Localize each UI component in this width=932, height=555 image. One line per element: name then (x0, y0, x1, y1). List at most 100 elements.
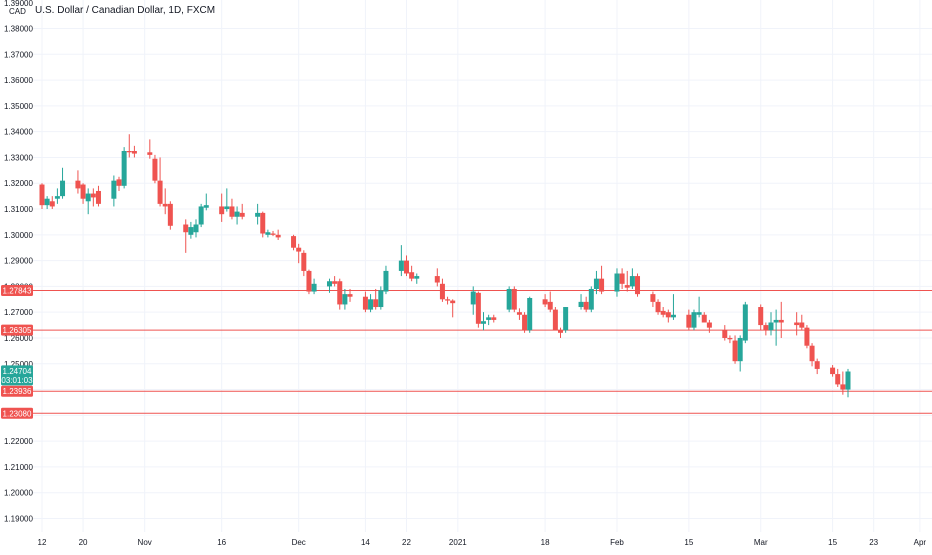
candles (39, 134, 851, 398)
y-tick-label: 1.26000 (4, 334, 33, 343)
candle (301, 250, 307, 277)
candle (599, 265, 605, 295)
level-price-label-bg (1, 284, 33, 296)
candle (511, 286, 517, 313)
candle-body (840, 384, 846, 390)
candle (732, 335, 738, 364)
x-tick-label: Mar (754, 538, 768, 547)
candle (147, 139, 153, 159)
candle (403, 255, 409, 277)
candle-body (593, 278, 599, 289)
candle-body (44, 198, 50, 206)
x-tick-label: 16 (217, 538, 226, 547)
candle (794, 312, 800, 336)
candle-body (475, 292, 481, 324)
candle-body (332, 281, 338, 284)
candle-body (362, 296, 368, 310)
candle (650, 291, 656, 308)
candle (593, 270, 599, 295)
candle (578, 294, 584, 310)
price-axis[interactable]: 1.38000 1.37000 1.36000 1.35000 1.34000 1.330… (4, 25, 33, 524)
candle-body (270, 233, 276, 235)
candle (152, 154, 158, 184)
candle (121, 147, 127, 189)
candle (409, 265, 415, 282)
candle-body (470, 291, 476, 305)
last-price-label-bg (1, 365, 33, 386)
level-price-label-text: 1.26305 (3, 326, 32, 335)
candle-body (445, 299, 451, 301)
candle (306, 269, 312, 295)
candle-body (188, 227, 194, 235)
candle-body (486, 317, 492, 320)
y-tick-label: 1.25000 (4, 360, 33, 369)
candle (563, 307, 569, 333)
candle (39, 183, 45, 210)
candle-body (75, 180, 81, 189)
candle (383, 265, 389, 295)
candle-body (542, 299, 548, 305)
candle (742, 301, 748, 344)
candle-body (291, 236, 297, 248)
candle (296, 243, 302, 264)
level-price-label-text: 1.23936 (3, 387, 32, 396)
candle-body (368, 299, 374, 310)
candle (311, 278, 317, 295)
candle-body (635, 276, 641, 295)
y-tick-label: 1.34000 (4, 128, 33, 137)
candle-body (845, 371, 851, 390)
time-axis[interactable]: 12 20 Nov 16 Dec 14 22 2021 18 Feb 15 Mar 15 23 Apr (38, 538, 927, 547)
candle-body (403, 260, 409, 274)
candle-body (773, 319, 779, 323)
candle (75, 170, 81, 194)
x-tick-label: 20 (79, 538, 88, 547)
candle-body (203, 205, 209, 208)
candle-body (383, 270, 389, 292)
candle (552, 307, 558, 331)
y-tick-label: 1.20000 (4, 489, 33, 498)
candle (80, 183, 86, 204)
candle-body (614, 273, 620, 292)
candle (763, 322, 769, 336)
candle-body (742, 304, 748, 341)
x-tick-label: Dec (292, 538, 306, 547)
candle (450, 299, 456, 318)
candle-body (255, 212, 261, 217)
level-price-label-bg (1, 407, 33, 419)
candle-body (522, 314, 528, 331)
candle-body (696, 312, 702, 315)
x-tick-label: 15 (684, 538, 693, 547)
x-tick-label: 23 (869, 538, 878, 547)
candle-body (39, 184, 45, 206)
candle-body (732, 340, 738, 362)
candle (845, 368, 851, 398)
candle-body (90, 193, 96, 198)
candle (840, 371, 846, 395)
candle-body (342, 294, 348, 305)
candle-body (260, 212, 266, 234)
candle (706, 319, 712, 333)
candle (830, 365, 836, 377)
candle (439, 278, 445, 302)
last-price-label-text: 03:01:03 (1, 376, 33, 385)
candle (527, 296, 533, 333)
y-tick-label: 1.19000 (4, 515, 33, 524)
candle-body (306, 270, 312, 292)
candle-body (650, 294, 656, 302)
candle-body (193, 224, 199, 233)
candle-body (198, 206, 204, 225)
candle-body (183, 224, 189, 233)
x-tick-label: 22 (402, 538, 411, 547)
chart-title: U.S. Dollar / Canadian Dollar, 1D, FXCM (35, 5, 215, 16)
x-tick-label: Apr (914, 538, 927, 547)
candle-body (660, 310, 666, 315)
candle-body (54, 196, 60, 199)
candle (506, 286, 512, 313)
candle (362, 291, 368, 313)
candle (116, 176, 122, 191)
candle (239, 203, 245, 220)
candle-body (121, 151, 127, 186)
candle (434, 268, 440, 287)
